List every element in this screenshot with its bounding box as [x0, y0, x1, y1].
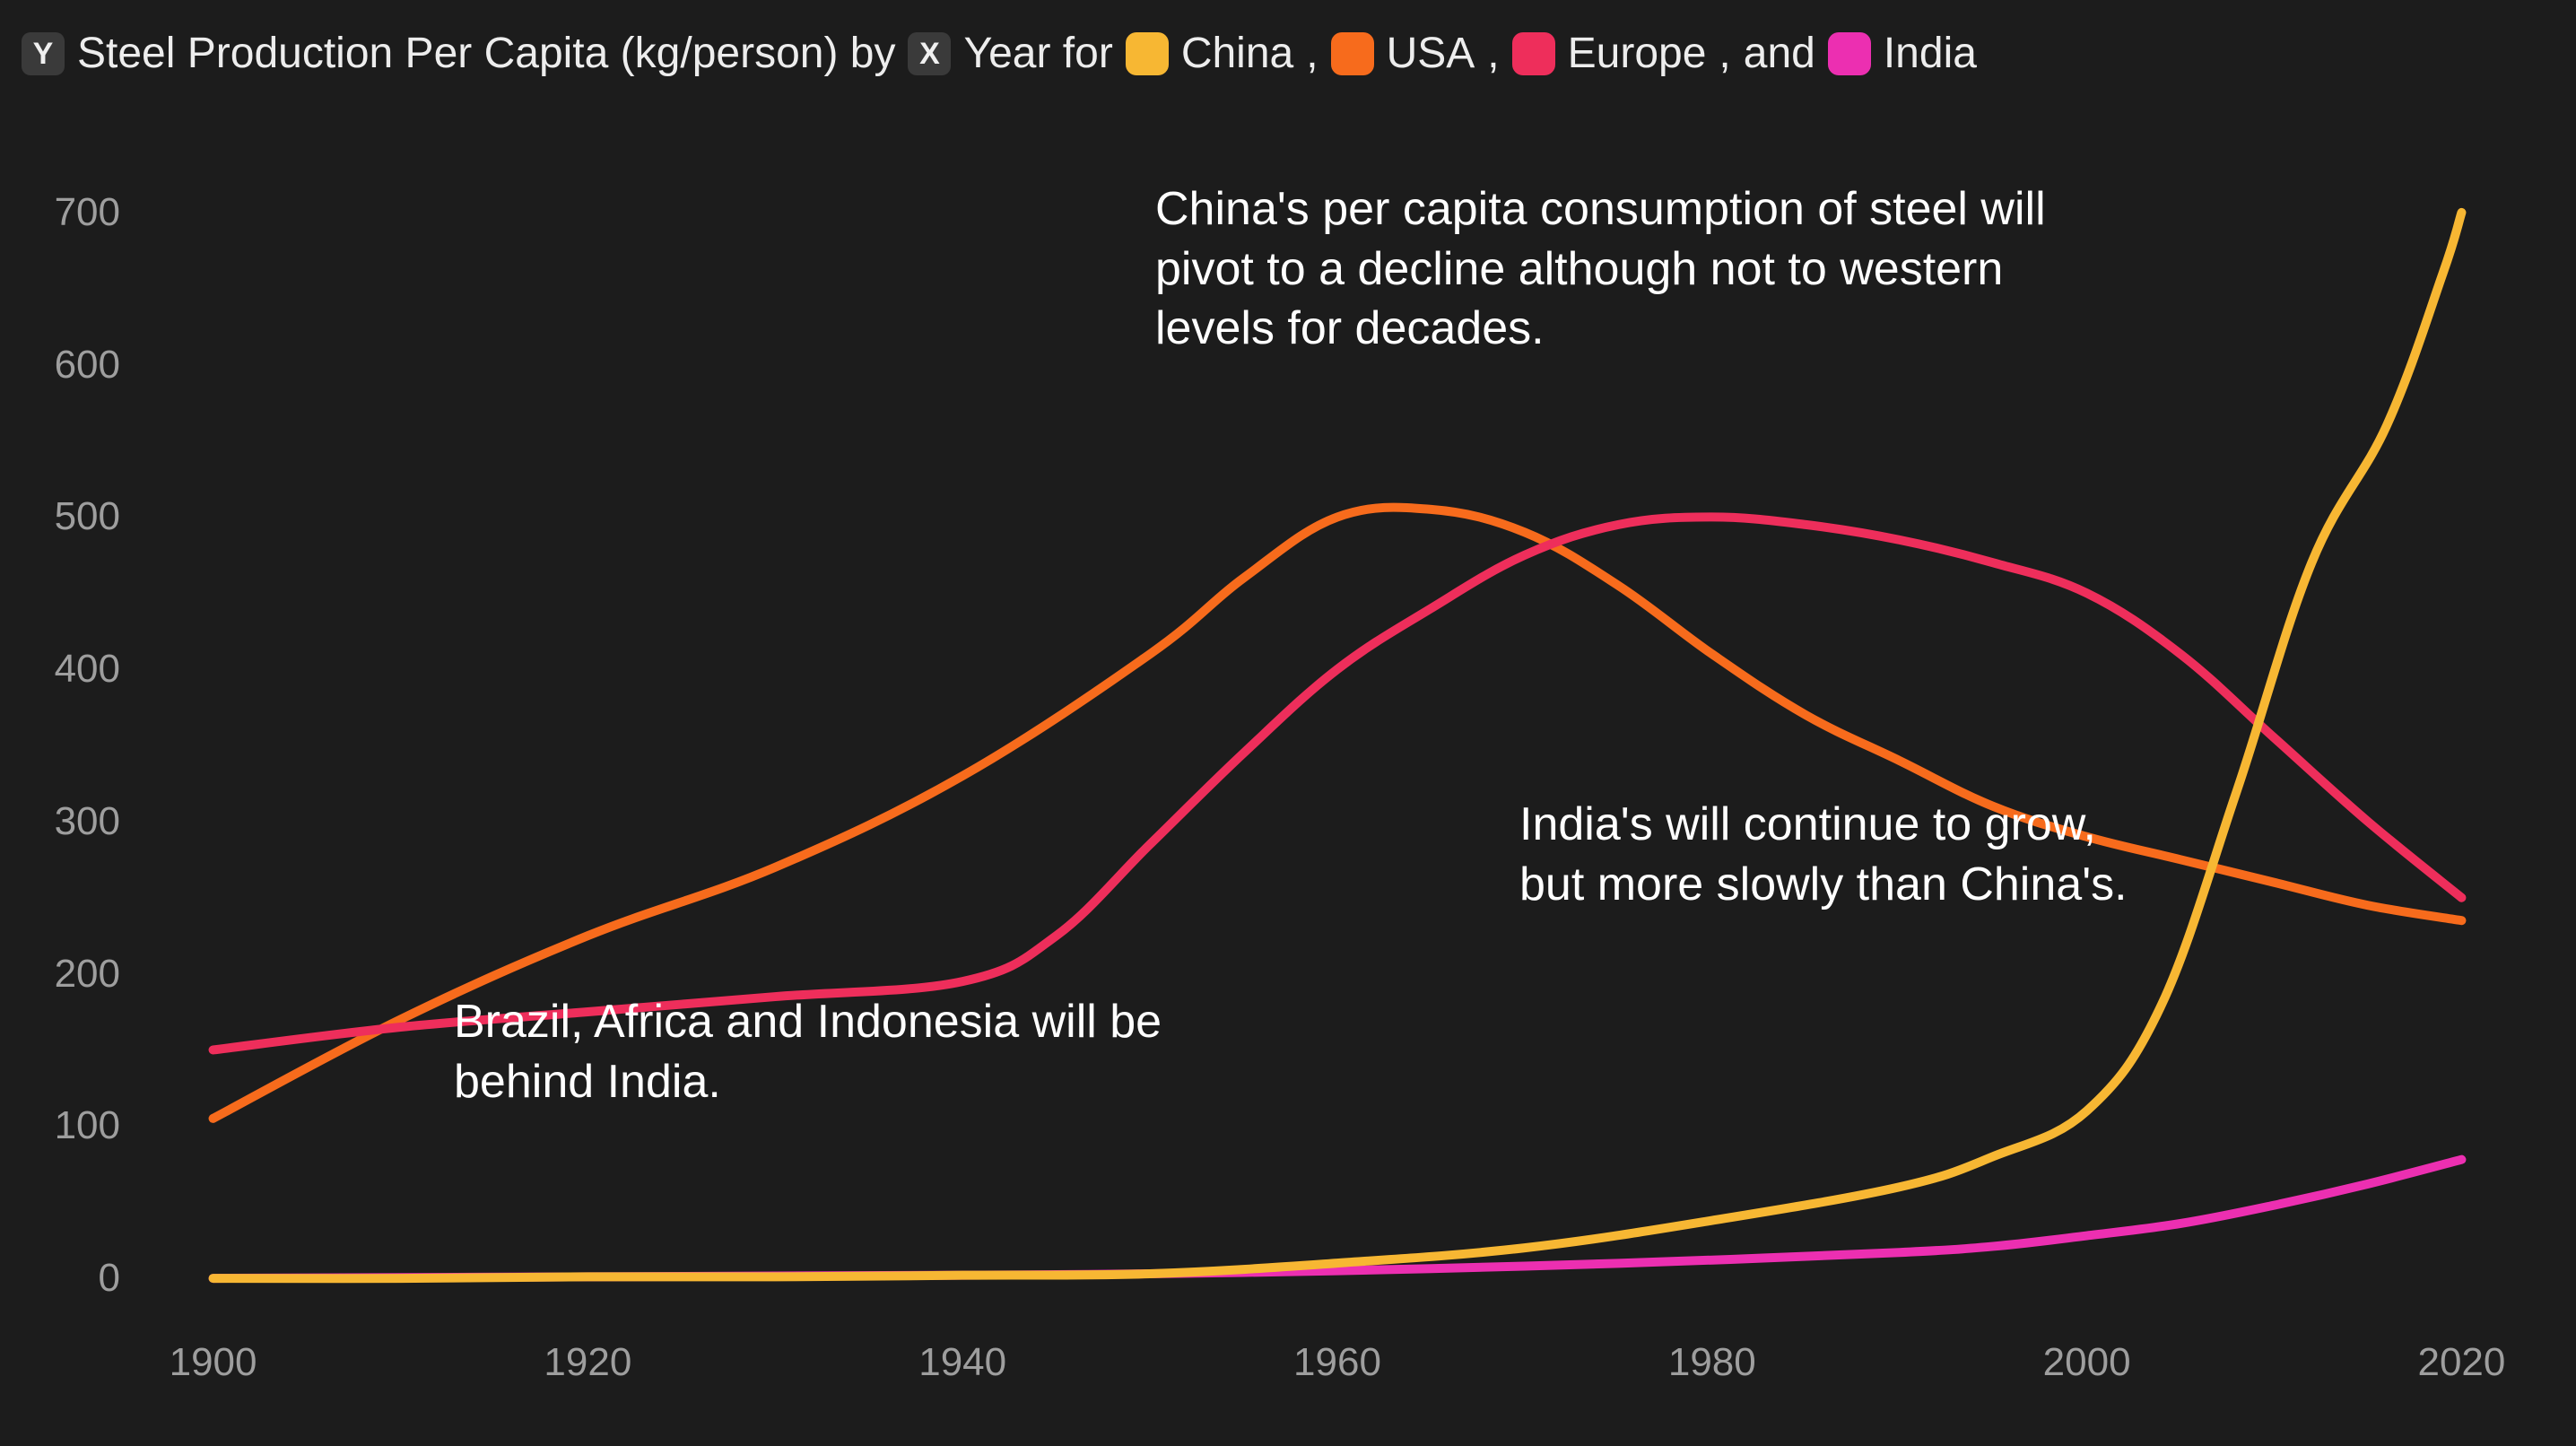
legend-swatch-europe [1512, 32, 1555, 75]
title-x-label: Year for [963, 27, 1112, 81]
chart-container: Y Steel Production Per Capita (kg/person… [0, 0, 2576, 1446]
legend-label-usa: USA [1387, 27, 1475, 81]
y-tick: 500 [13, 494, 120, 539]
legend-label-india: India [1884, 27, 1977, 81]
y-tick: 400 [13, 647, 120, 692]
y-tick: 700 [13, 190, 120, 235]
x-axis-chip: X [908, 32, 951, 75]
legend-label-china: China [1181, 27, 1293, 81]
legend-swatch-china [1126, 32, 1169, 75]
sep: , [1487, 27, 1499, 81]
legend-swatch-usa [1331, 32, 1374, 75]
sep-and: and [1744, 27, 1815, 81]
plot-area: 0100200300400500600700190019201940196019… [138, 167, 2537, 1324]
series-china [213, 213, 2462, 1278]
y-tick: 300 [13, 799, 120, 844]
legend-swatch-india [1828, 32, 1871, 75]
y-tick: 600 [13, 343, 120, 388]
annotation-brazil_note: Brazil, Africa and Indonesia will be beh… [454, 992, 1189, 1111]
x-tick: 1960 [1293, 1340, 1381, 1385]
sep: , [1719, 27, 1730, 81]
x-tick: 1920 [544, 1340, 631, 1385]
x-tick: 1940 [918, 1340, 1006, 1385]
legend-label-europe: Europe [1568, 27, 1707, 81]
y-tick: 200 [13, 952, 120, 997]
annotation-china_note: China's per capita consumption of steel … [1155, 179, 2133, 359]
chart-title: Y Steel Production Per Capita (kg/person… [22, 27, 2537, 81]
y-axis-chip: Y [22, 32, 65, 75]
x-tick: 1980 [1668, 1340, 1756, 1385]
y-tick: 0 [13, 1256, 120, 1301]
y-tick: 100 [13, 1103, 120, 1148]
sep: , [1306, 27, 1318, 81]
x-tick: 2000 [2043, 1340, 2131, 1385]
x-tick: 2020 [2417, 1340, 2505, 1385]
title-y-label: Steel Production Per Capita (kg/person) … [77, 27, 895, 81]
annotation-india_note: India's will continue to grow, but more … [1519, 795, 2147, 914]
series-europe [213, 517, 2462, 1050]
x-tick: 1900 [170, 1340, 257, 1385]
